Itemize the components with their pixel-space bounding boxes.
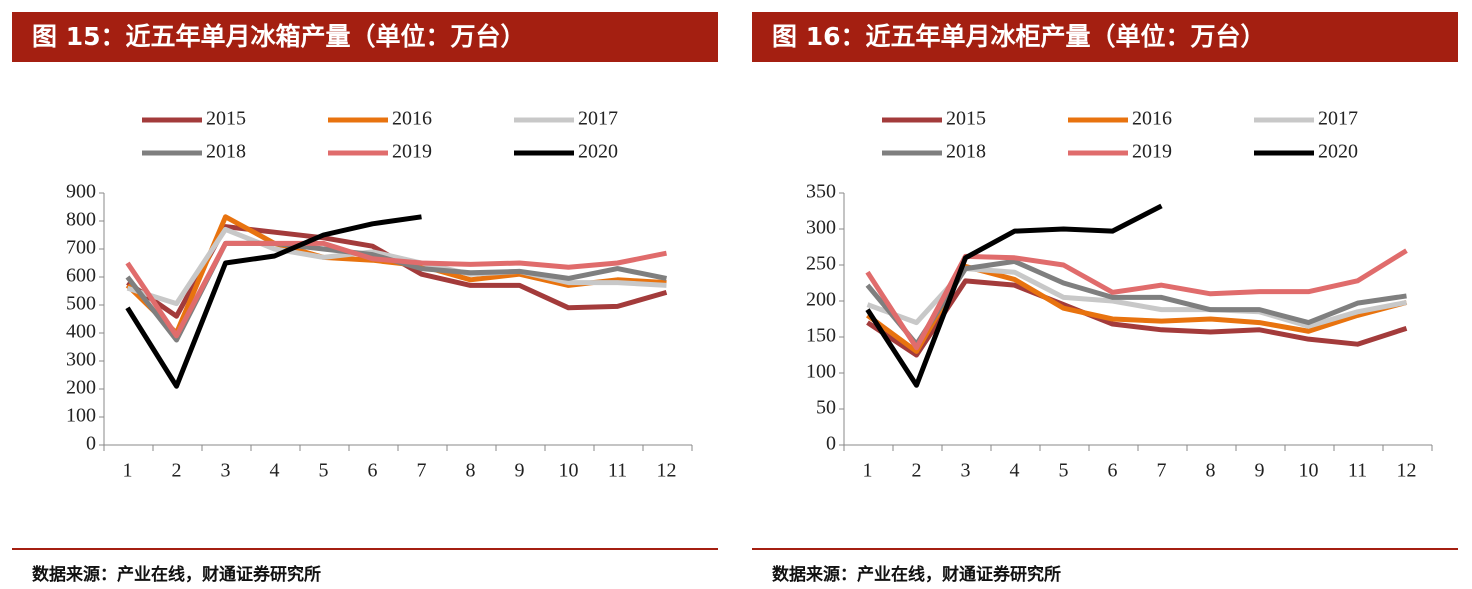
series-line [125,240,667,339]
y-tick-label: 500 [66,293,96,315]
y-tick-label: 900 [66,181,96,203]
legend-label: 2018 [206,141,246,163]
y-tick-label: 300 [66,349,96,371]
chart-title: 图 15：近五年单月冰箱产量（单位：万台） [32,22,526,51]
legend-label: 2019 [392,141,432,163]
legend-label: 2018 [946,141,986,163]
x-tick-label: 9 [515,460,525,482]
x-tick-label: 1 [863,460,873,482]
x-tick-label: 11 [608,460,627,482]
legend-label: 2016 [1132,108,1172,130]
series-line [126,226,667,307]
y-tick-label: 350 [806,181,836,203]
y-tick-label: 200 [806,289,836,311]
x-tick-label: 7 [417,460,427,482]
x-tick-label: 1 [123,460,133,482]
y-tick-label: 600 [66,265,96,287]
y-tick-label: 800 [66,209,96,231]
x-tick-label: 2 [172,460,182,482]
y-tick-label: 400 [66,321,96,343]
x-tick-label: 12 [1397,460,1417,482]
x-tick-label: 11 [1348,460,1367,482]
legend-label: 2015 [946,108,986,130]
x-tick-label: 5 [1059,460,1069,482]
legend-label: 2020 [578,141,618,163]
series-line [866,278,1408,358]
x-tick-label: 3 [961,460,971,482]
x-tick-label: 4 [1010,460,1020,482]
y-tick-label: 0 [86,433,96,455]
x-tick-label: 10 [1299,460,1319,482]
legend-label: 2017 [1318,108,1358,130]
y-tick-label: 700 [66,237,96,259]
x-tick-label: 3 [221,460,231,482]
x-tick-label: 8 [1206,460,1216,482]
x-tick-label: 7 [1157,460,1167,482]
chart-title: 图 16：近五年单月冰柜产量（单位：万台） [772,22,1266,51]
title-banner [12,12,718,62]
x-tick-label: 5 [319,460,329,482]
series-line [125,214,422,389]
x-tick-label: 6 [368,460,378,482]
legend-label: 2020 [1318,141,1358,163]
legend-label: 2016 [392,108,432,130]
source-note: 数据来源：产业在线，财通证券研究所 [32,564,321,585]
y-tick-label: 300 [806,217,836,239]
y-tick-label: 250 [806,253,836,275]
legend-label: 2019 [1132,141,1172,163]
y-tick-label: 50 [816,397,836,419]
source-note: 数据来源：产业在线，财通证券研究所 [772,564,1061,585]
legend-label: 2015 [206,108,246,130]
x-tick-label: 10 [559,460,579,482]
y-tick-label: 150 [806,325,836,347]
y-tick-label: 100 [66,405,96,427]
y-tick-label: 100 [806,361,836,383]
x-tick-label: 9 [1255,460,1265,482]
x-tick-label: 2 [912,460,922,482]
title-banner [752,12,1458,62]
series-line [865,203,1163,388]
x-tick-label: 12 [657,460,677,482]
y-tick-label: 0 [826,433,836,455]
x-tick-label: 8 [466,460,476,482]
legend-label: 2017 [578,108,618,130]
series-line [865,248,1408,351]
x-tick-label: 4 [270,460,280,482]
x-tick-label: 6 [1108,460,1118,482]
y-tick-label: 200 [66,377,96,399]
